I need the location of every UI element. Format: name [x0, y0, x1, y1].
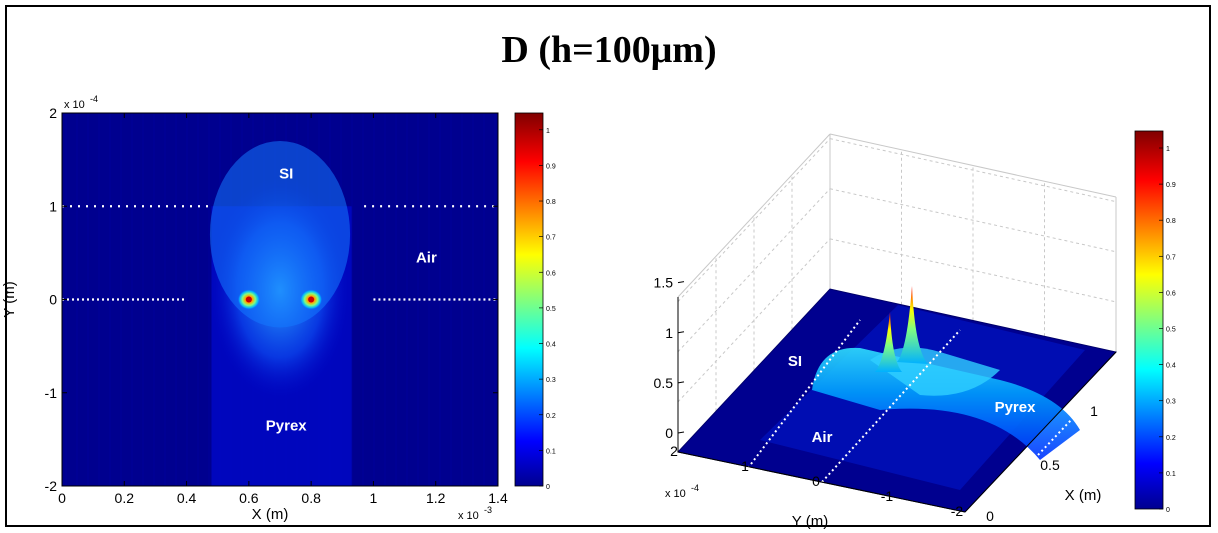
z-tick	[677, 381, 685, 384]
colorbar-tick-label: 0.9	[1166, 182, 1176, 189]
peak-spike	[897, 286, 928, 364]
x-tick-label: 0.2	[115, 490, 135, 506]
axis-edge	[964, 351, 1117, 513]
interface-line	[747, 319, 861, 469]
y-tick-label: -2	[45, 478, 58, 494]
x-tick-label: 0.8	[301, 490, 321, 506]
x-tick-label: 0.5	[1040, 457, 1060, 473]
colorbar-tick-label: 0.7	[546, 235, 556, 242]
heatmap-colorbar: 0 0.1 0.2 0.3 0.4 0.5 0.6 0.7 0.8 0.9 1	[514, 112, 556, 491]
region-label: Air	[812, 429, 833, 446]
y-tick-label: 2	[670, 443, 678, 459]
colorbar-tick-label: 0.7	[1166, 254, 1176, 261]
y-exponent-power: -4	[691, 483, 699, 493]
x-exponent-power: -3	[484, 505, 492, 515]
y-tick-label: 2	[49, 105, 57, 121]
x-tick-label: 1	[1090, 403, 1098, 419]
x-tick-label: 0.6	[239, 490, 259, 506]
colorbar-tick-label: 0.6	[546, 270, 556, 277]
peak-core	[308, 296, 315, 303]
region-label: Pyrex	[266, 417, 308, 434]
x-tick-label: 1.4	[488, 490, 508, 506]
colorbar-tick-label: 0.5	[1166, 327, 1176, 334]
colorbar-tick-label: 0.4	[1166, 363, 1176, 370]
colorbar-tick-label: 0.4	[546, 342, 556, 349]
colorbar-tick-label: 0.2	[546, 413, 556, 420]
grid-line	[829, 188, 1117, 253]
z-tick	[677, 281, 685, 284]
colorbar-tick-label: 0.3	[1166, 399, 1176, 406]
colorbar-tick-label: 0.8	[546, 199, 556, 206]
x-tick-label: 1	[370, 490, 378, 506]
peak-core	[245, 296, 252, 303]
y-tick-label: -1	[881, 488, 894, 504]
x-tick-label: 0	[986, 508, 994, 524]
colorbar-tick-label: 0	[546, 484, 550, 491]
grid-line	[677, 138, 831, 302]
colorbar-tick-label: 0.1	[1166, 471, 1176, 478]
colorbar-gradient	[1134, 130, 1164, 510]
grid-line	[677, 238, 831, 403]
y-axis-label: Y (m)	[1, 281, 18, 317]
axis-edge	[677, 451, 966, 513]
surface-plot: SI Air Pyrex 0 0.5 1 1.5 2 1 0 -1 -2 0 0.5 1 x 10 -4 Y (m…	[654, 133, 1117, 530]
colorbar-tick-label: 0.8	[1166, 218, 1176, 225]
region-label: SI	[279, 166, 293, 183]
z-tick-label: 0	[665, 425, 673, 441]
y-tick-label: -1	[45, 385, 58, 401]
colorbar-tick-label: 0.5	[546, 306, 556, 313]
box-edge	[829, 133, 1117, 198]
y-exponent-label: x 10	[64, 99, 85, 111]
y-tick-label: 0	[49, 292, 57, 308]
y-tick-label: 1	[741, 458, 749, 474]
y-tick-label: 1	[49, 198, 57, 214]
region-label: Air	[416, 250, 437, 267]
x-tick-label: 1.2	[426, 490, 446, 506]
y-tick-label: 0	[812, 473, 820, 489]
colorbar-tick-label: 1	[1166, 146, 1170, 153]
colorbar-tick-label: 0.3	[546, 377, 556, 384]
peak-spike	[875, 312, 902, 372]
field-glow-upper	[209, 140, 351, 328]
z-tick	[677, 431, 685, 434]
colorbar-gradient	[514, 112, 544, 487]
region-label: Pyrex	[995, 399, 1037, 416]
z-tick-label: 1	[665, 325, 673, 341]
z-tick	[677, 331, 685, 334]
x-tick-label: 0.4	[177, 490, 197, 506]
surface-colorbar: 0 0.1 0.2 0.3 0.4 0.5 0.6 0.7 0.8 0.9 1	[1134, 130, 1176, 514]
colorbar-tick-label: 0.6	[1166, 290, 1176, 297]
colorbar-tick-label: 0	[1166, 507, 1170, 514]
x-axis-label: X (m)	[252, 506, 289, 523]
box-edge	[677, 133, 831, 298]
grid-line	[677, 188, 831, 353]
y-exponent-label: x 10	[665, 488, 686, 500]
y-tick-label: -2	[951, 503, 964, 519]
z-tick-label: 0.5	[654, 375, 674, 391]
x-axis-label: X (m)	[1065, 487, 1102, 504]
colorbar-tick-label: 0.1	[546, 448, 556, 455]
colorbar-tick-label: 0.9	[546, 163, 556, 170]
x-tick-label: 0	[58, 490, 66, 506]
figure-title: D (h=100μm)	[501, 29, 717, 71]
heatmap-plot: SI Air Pyrex 0 0.2 0.4 0.6 0.8 1 1.2 1.4 2 1 0 -1 -2 x 1…	[1, 94, 508, 523]
colorbar-tick-label: 1	[546, 128, 550, 135]
x-exponent-label: x 10	[458, 510, 479, 522]
y-exponent-power: -4	[90, 94, 98, 104]
ridge-hump	[812, 347, 1080, 460]
interface-line	[821, 329, 961, 483]
region-label: SI	[788, 353, 802, 370]
z-tick-label: 1.5	[654, 275, 674, 291]
y-axis-label: Y (m)	[792, 513, 828, 530]
colorbar-tick-label: 0.2	[1166, 435, 1176, 442]
